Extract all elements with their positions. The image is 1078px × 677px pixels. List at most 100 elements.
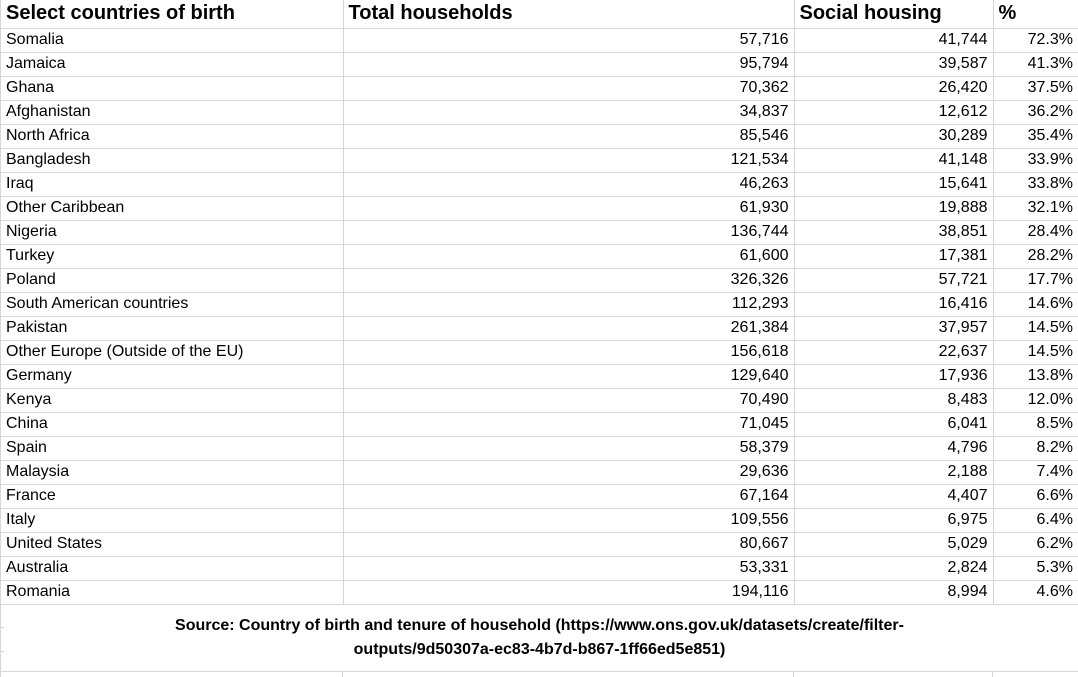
country-cell[interactable]: Australia	[1, 556, 344, 581]
percent-cell[interactable]: 32.1%	[993, 196, 1078, 221]
country-cell[interactable]: Nigeria	[1, 220, 344, 245]
country-cell[interactable]: Italy	[1, 508, 344, 533]
country-cell[interactable]: Germany	[1, 364, 344, 389]
total-households-cell[interactable]: 109,556	[343, 508, 795, 533]
total-households-cell[interactable]: 95,794	[343, 52, 795, 77]
social-housing-cell[interactable]: 8,483	[794, 388, 994, 413]
social-housing-cell[interactable]: 22,637	[794, 340, 994, 365]
percent-cell[interactable]: 8.5%	[993, 412, 1078, 437]
social-housing-cell[interactable]: 30,289	[794, 124, 994, 149]
country-cell[interactable]: Jamaica	[1, 52, 344, 77]
header-total-households[interactable]: Total households	[343, 0, 795, 29]
empty-cell[interactable]	[1, 671, 343, 677]
social-housing-cell[interactable]: 16,416	[794, 292, 994, 317]
social-housing-cell[interactable]: 19,888	[794, 196, 994, 221]
empty-cell[interactable]	[993, 672, 1078, 677]
total-households-cell[interactable]: 53,331	[343, 556, 795, 581]
percent-cell[interactable]: 6.4%	[993, 508, 1078, 533]
social-housing-cell[interactable]: 39,587	[794, 52, 994, 77]
social-housing-cell[interactable]: 17,936	[794, 364, 994, 389]
percent-cell[interactable]: 14.5%	[993, 316, 1078, 341]
percent-cell[interactable]: 7.4%	[993, 460, 1078, 485]
social-housing-cell[interactable]: 4,796	[794, 436, 994, 461]
percent-cell[interactable]: 17.7%	[993, 268, 1078, 293]
total-households-cell[interactable]: 70,490	[343, 388, 795, 413]
country-cell[interactable]: Other Caribbean	[1, 196, 344, 221]
country-cell[interactable]: Somalia	[1, 28, 344, 53]
total-households-cell[interactable]: 129,640	[343, 364, 795, 389]
social-housing-cell[interactable]: 6,975	[794, 508, 994, 533]
total-households-cell[interactable]: 58,379	[343, 436, 795, 461]
social-housing-cell[interactable]: 57,721	[794, 268, 994, 293]
total-households-cell[interactable]: 70,362	[343, 76, 795, 101]
header-percent[interactable]: %	[993, 0, 1078, 29]
country-cell[interactable]: China	[1, 412, 344, 437]
percent-cell[interactable]: 14.5%	[993, 340, 1078, 365]
percent-cell[interactable]: 4.6%	[993, 580, 1078, 605]
total-households-cell[interactable]: 61,930	[343, 196, 795, 221]
country-cell[interactable]: Afghanistan	[1, 100, 344, 125]
percent-cell[interactable]: 28.4%	[993, 220, 1078, 245]
total-households-cell[interactable]: 34,837	[343, 100, 795, 125]
percent-cell[interactable]: 72.3%	[993, 28, 1078, 53]
total-households-cell[interactable]: 194,116	[343, 580, 795, 605]
total-households-cell[interactable]: 112,293	[343, 292, 795, 317]
total-households-cell[interactable]: 156,618	[343, 340, 795, 365]
percent-cell[interactable]: 33.8%	[993, 172, 1078, 197]
percent-cell[interactable]: 6.2%	[993, 532, 1078, 557]
total-households-cell[interactable]: 80,667	[343, 532, 795, 557]
total-households-cell[interactable]: 326,326	[343, 268, 795, 293]
country-cell[interactable]: Other Europe (Outside of the EU)	[1, 340, 344, 365]
social-housing-cell[interactable]: 5,029	[794, 532, 994, 557]
header-social-housing[interactable]: Social housing	[794, 0, 994, 29]
social-housing-cell[interactable]: 41,148	[794, 148, 994, 173]
percent-cell[interactable]: 35.4%	[993, 124, 1078, 149]
country-cell[interactable]: Malaysia	[1, 460, 344, 485]
total-households-cell[interactable]: 29,636	[343, 460, 795, 485]
percent-cell[interactable]: 12.0%	[993, 388, 1078, 413]
percent-cell[interactable]: 14.6%	[993, 292, 1078, 317]
country-cell[interactable]: North Africa	[1, 124, 344, 149]
social-housing-cell[interactable]: 26,420	[794, 76, 994, 101]
percent-cell[interactable]: 8.2%	[993, 436, 1078, 461]
total-households-cell[interactable]: 136,744	[343, 220, 795, 245]
percent-cell[interactable]: 37.5%	[993, 76, 1078, 101]
total-households-cell[interactable]: 67,164	[343, 484, 795, 509]
source-note[interactable]: Source: Country of birth and tenure of h…	[1, 605, 1078, 672]
country-cell[interactable]: Turkey	[1, 244, 344, 269]
country-cell[interactable]: Kenya	[1, 388, 344, 413]
country-cell[interactable]: Romania	[1, 580, 344, 605]
total-households-cell[interactable]: 71,045	[343, 412, 795, 437]
social-housing-cell[interactable]: 15,641	[794, 172, 994, 197]
social-housing-cell[interactable]: 2,824	[794, 556, 994, 581]
social-housing-cell[interactable]: 38,851	[794, 220, 994, 245]
total-households-cell[interactable]: 46,263	[343, 172, 795, 197]
country-cell[interactable]: Poland	[1, 268, 344, 293]
country-cell[interactable]: Ghana	[1, 76, 344, 101]
percent-cell[interactable]: 13.8%	[993, 364, 1078, 389]
social-housing-cell[interactable]: 8,994	[794, 580, 994, 605]
percent-cell[interactable]: 36.2%	[993, 100, 1078, 125]
country-cell[interactable]: Bangladesh	[1, 148, 344, 173]
social-housing-cell[interactable]: 4,407	[794, 484, 994, 509]
social-housing-cell[interactable]: 2,188	[794, 460, 994, 485]
social-housing-cell[interactable]: 41,744	[794, 28, 994, 53]
social-housing-cell[interactable]: 17,381	[794, 244, 994, 269]
percent-cell[interactable]: 5.3%	[993, 556, 1078, 581]
empty-cell[interactable]	[794, 671, 993, 677]
percent-cell[interactable]: 6.6%	[993, 484, 1078, 509]
country-cell[interactable]: Pakistan	[1, 316, 344, 341]
social-housing-cell[interactable]: 12,612	[794, 100, 994, 125]
total-households-cell[interactable]: 121,534	[343, 148, 795, 173]
country-cell[interactable]: Iraq	[1, 172, 344, 197]
percent-cell[interactable]: 28.2%	[993, 244, 1078, 269]
country-cell[interactable]: France	[1, 484, 344, 509]
total-households-cell[interactable]: 57,716	[343, 28, 795, 53]
total-households-cell[interactable]: 61,600	[343, 244, 795, 269]
total-households-cell[interactable]: 261,384	[343, 316, 795, 341]
country-cell[interactable]: South American countries	[1, 292, 344, 317]
empty-cell[interactable]	[343, 671, 794, 677]
percent-cell[interactable]: 41.3%	[993, 52, 1078, 77]
percent-cell[interactable]: 33.9%	[993, 148, 1078, 173]
country-cell[interactable]: United States	[1, 532, 344, 557]
